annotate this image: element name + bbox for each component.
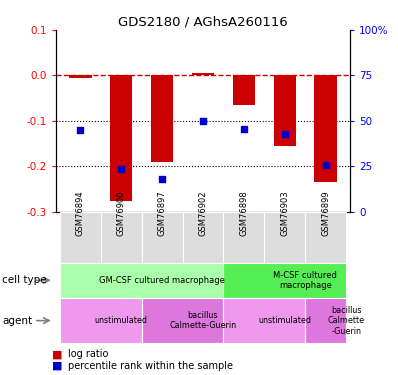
Bar bbox=[264, 212, 305, 262]
Bar bbox=[142, 298, 223, 343]
Text: log ratio: log ratio bbox=[68, 350, 108, 359]
Text: GSM76897: GSM76897 bbox=[158, 190, 167, 236]
Text: GSM76903: GSM76903 bbox=[280, 190, 289, 236]
Bar bbox=[151, 75, 173, 162]
Point bbox=[322, 162, 329, 168]
Text: GSM76902: GSM76902 bbox=[199, 190, 207, 236]
Text: percentile rank within the sample: percentile rank within the sample bbox=[68, 361, 233, 370]
Point bbox=[159, 176, 165, 182]
Text: unstimulated: unstimulated bbox=[258, 316, 311, 325]
Point bbox=[77, 127, 84, 133]
Text: GSM76900: GSM76900 bbox=[117, 190, 126, 236]
Bar bbox=[60, 298, 142, 343]
Bar bbox=[69, 75, 92, 78]
Text: M-CSF cultured
macrophage: M-CSF cultured macrophage bbox=[273, 271, 337, 290]
Point bbox=[118, 166, 124, 172]
Text: ■: ■ bbox=[52, 350, 62, 359]
Bar bbox=[233, 75, 255, 105]
Bar bbox=[273, 75, 296, 146]
Text: GSM76894: GSM76894 bbox=[76, 190, 85, 236]
Point bbox=[200, 118, 206, 124]
Text: agent: agent bbox=[2, 316, 32, 326]
Text: GSM76899: GSM76899 bbox=[321, 190, 330, 236]
Bar bbox=[314, 75, 337, 182]
Bar bbox=[142, 212, 183, 262]
Point bbox=[282, 130, 288, 136]
Text: cell type: cell type bbox=[2, 275, 47, 285]
Bar bbox=[305, 212, 346, 262]
Bar bbox=[223, 212, 264, 262]
Title: GDS2180 / AGhsA260116: GDS2180 / AGhsA260116 bbox=[118, 16, 288, 29]
Bar bbox=[60, 262, 223, 298]
Bar bbox=[60, 212, 101, 262]
Text: ■: ■ bbox=[52, 361, 62, 370]
Bar bbox=[183, 212, 223, 262]
Text: bacillus
Calmette
-Guerin: bacillus Calmette -Guerin bbox=[328, 306, 365, 336]
Text: unstimulated: unstimulated bbox=[95, 316, 148, 325]
Bar bbox=[223, 262, 346, 298]
Point bbox=[241, 126, 247, 132]
Bar bbox=[305, 298, 346, 343]
Bar bbox=[110, 75, 133, 201]
Bar bbox=[101, 212, 142, 262]
Text: GM-CSF cultured macrophage: GM-CSF cultured macrophage bbox=[99, 276, 225, 285]
Text: GSM76898: GSM76898 bbox=[239, 190, 248, 236]
Bar bbox=[223, 298, 305, 343]
Bar bbox=[192, 73, 214, 75]
Text: bacillus
Calmette-Guerin: bacillus Calmette-Guerin bbox=[170, 311, 236, 330]
